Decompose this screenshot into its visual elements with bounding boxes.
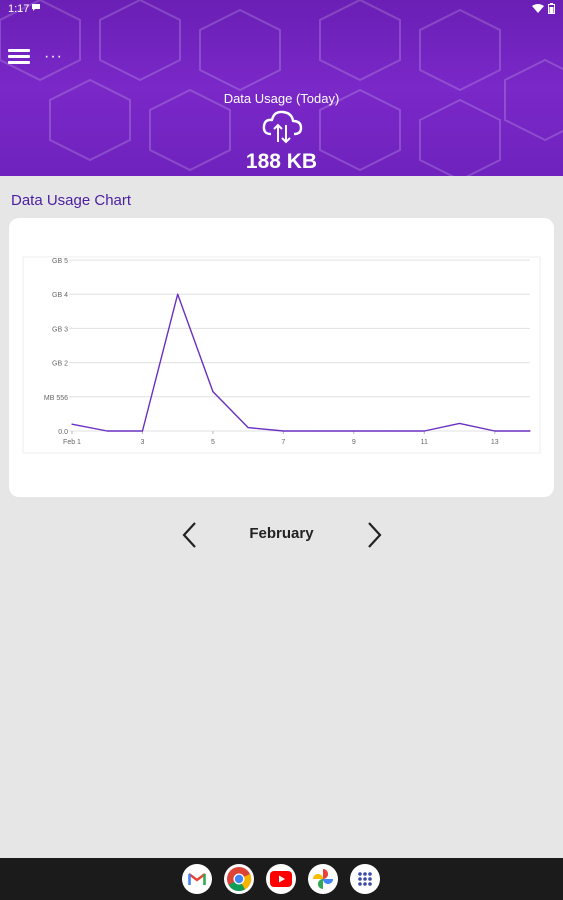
data-point (177, 293, 179, 295)
youtube-icon[interactable] (266, 864, 296, 894)
x-tick-label: 7 (281, 439, 285, 446)
data-point (353, 430, 355, 432)
x-tick-label: Feb 1 (63, 439, 81, 446)
chart-frame (22, 256, 541, 454)
data-usage-title: Data Usage (Today) (223, 91, 340, 106)
data-point (529, 430, 531, 432)
hamburger-menu-icon[interactable] (8, 46, 32, 68)
app-dock (182, 864, 380, 894)
y-tick-label: GB 4 (52, 292, 68, 299)
data-point (458, 422, 461, 425)
data-point (423, 430, 425, 432)
chart-section-title: Data Usage Chart (11, 192, 132, 209)
y-tick-label: GB 3 (52, 326, 68, 333)
data-point (494, 430, 496, 432)
header-banner: 1:17 ··· Data Usage (Today) 188 KB (0, 0, 563, 176)
data-usage-line-chart: 0.0 MB 556 GB 2 GB 3 GB 4 GB 5 Feb 1 3 5 7 9 11 13 (22, 256, 541, 454)
system-dock (0, 858, 563, 900)
status-bar: 1:17 (0, 0, 563, 18)
gmail-icon[interactable] (182, 864, 212, 894)
x-tick-label: 3 (141, 439, 145, 446)
cloud-transfer-icon (262, 110, 303, 144)
data-point (141, 430, 144, 432)
x-tick-label: 11 (421, 439, 428, 446)
current-month-label: February (249, 525, 314, 542)
photos-icon[interactable] (308, 864, 338, 894)
status-time: 1:17 (8, 3, 30, 15)
more-options-icon[interactable]: ··· (44, 48, 63, 65)
chrome-icon[interactable] (224, 864, 254, 894)
x-tick-label: 13 (491, 439, 499, 446)
x-tick-label: 9 (352, 439, 356, 446)
data-point (282, 430, 284, 432)
data-point (106, 430, 108, 432)
data-point (388, 430, 390, 432)
data-point (71, 423, 73, 425)
usage-series-line (71, 293, 530, 432)
y-tick-label: MB 556 (44, 395, 68, 402)
x-tick-label: 5 (211, 439, 215, 446)
hexagon-pattern (0, 0, 563, 176)
status-icons (532, 3, 555, 14)
wifi-icon (532, 3, 544, 13)
y-tick-label: 0.0 (58, 429, 68, 436)
y-tick-label: GB 2 (52, 361, 68, 368)
chart-card: 0.0 MB 556 GB 2 GB 3 GB 4 GB 5 Feb 1 3 5 7 9 11 13 (9, 218, 554, 497)
next-month-chevron-icon[interactable] (362, 519, 386, 551)
data-point (318, 430, 320, 432)
data-point (247, 426, 249, 429)
data-point (212, 391, 214, 393)
month-navigator: February (0, 515, 563, 555)
previous-month-chevron-icon[interactable] (178, 519, 202, 551)
data-usage-value: 188 KB (245, 150, 318, 173)
battery-icon (548, 3, 555, 14)
apps-icon[interactable] (350, 864, 380, 894)
y-tick-label: GB 5 (52, 258, 68, 265)
message-notification-icon (32, 4, 40, 11)
